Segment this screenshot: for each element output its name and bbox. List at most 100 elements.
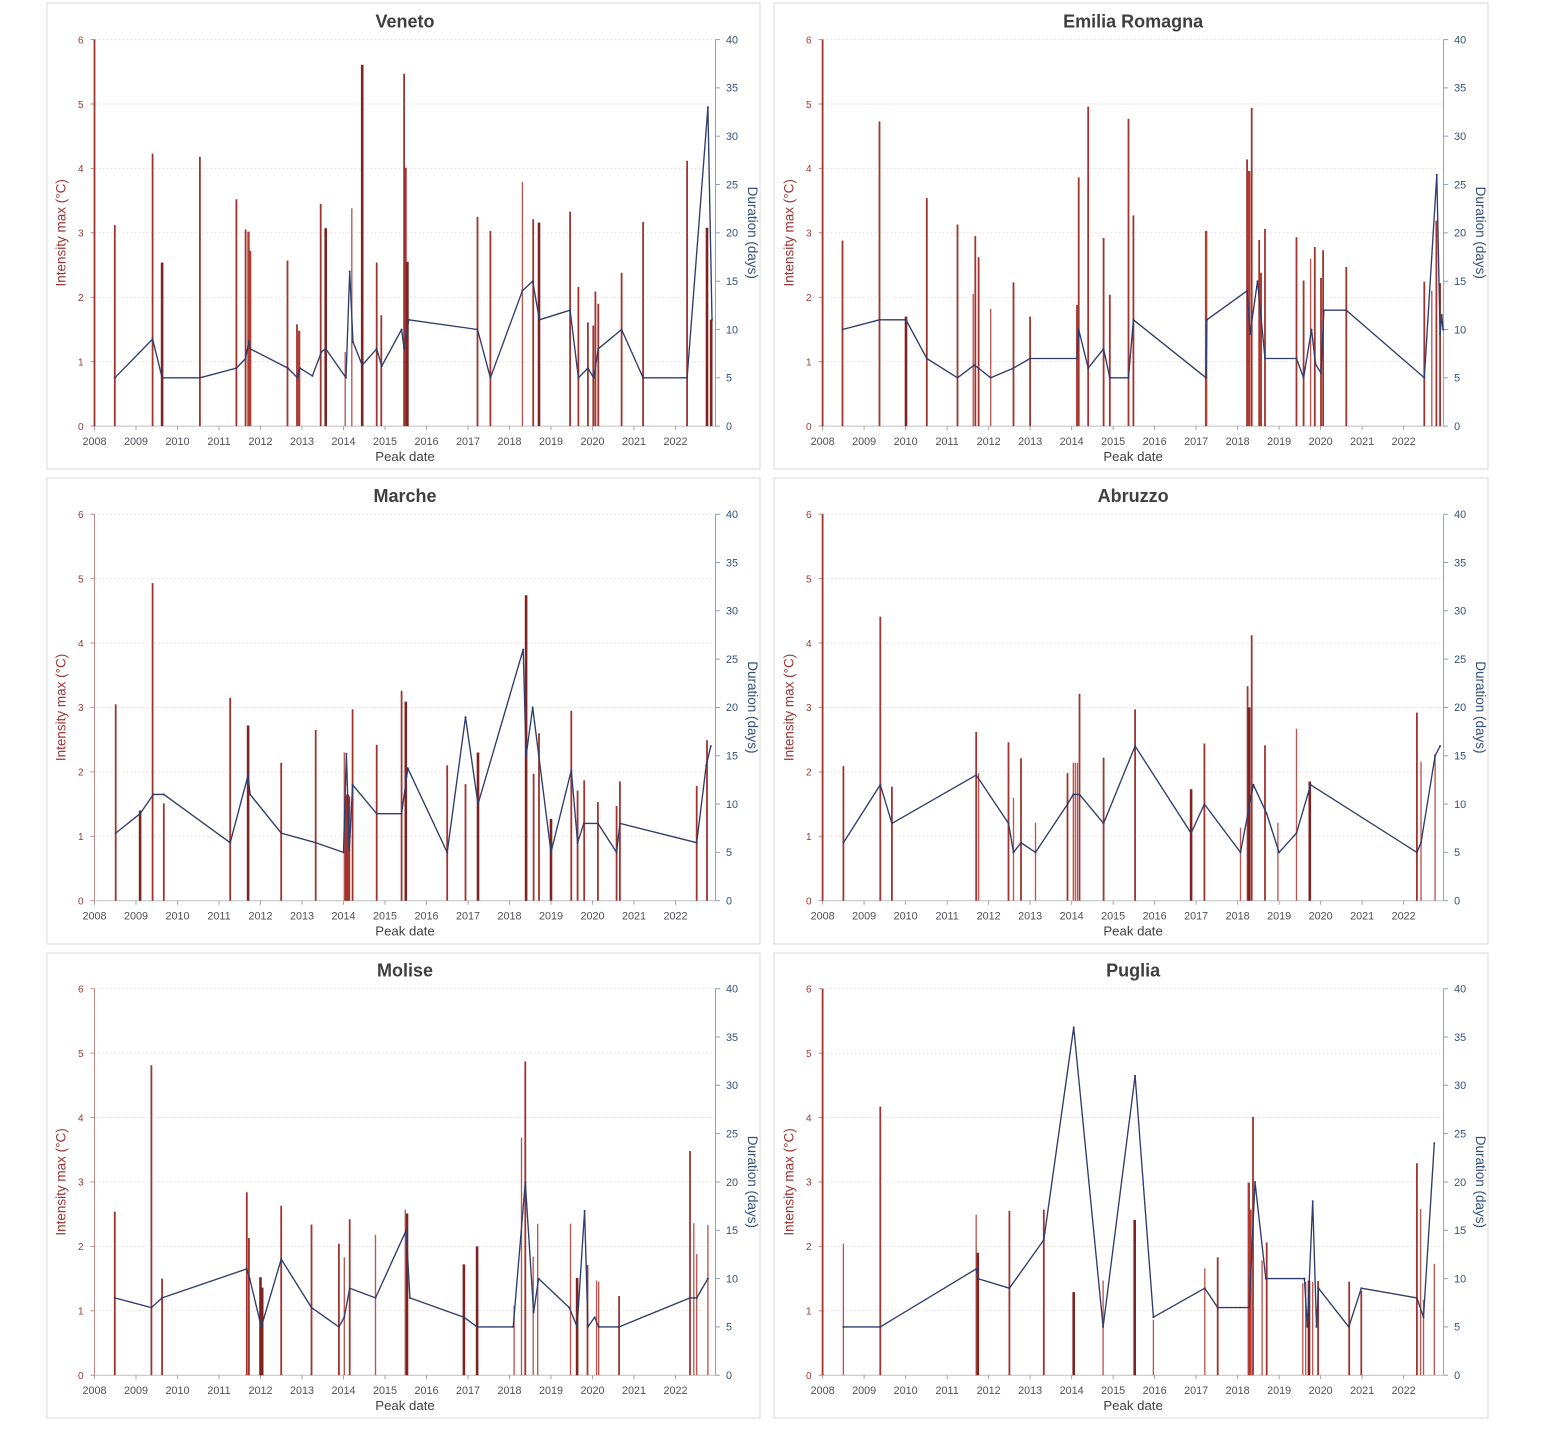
svg-text:2010: 2010 xyxy=(165,1385,189,1397)
svg-text:35: 35 xyxy=(1454,557,1466,569)
svg-text:3: 3 xyxy=(806,1178,812,1189)
svg-text:2: 2 xyxy=(78,1242,84,1253)
svg-text:Puglia: Puglia xyxy=(1106,961,1161,981)
svg-text:5: 5 xyxy=(78,574,84,585)
svg-text:5: 5 xyxy=(1454,373,1460,385)
svg-text:2016: 2016 xyxy=(414,1385,438,1397)
svg-text:20: 20 xyxy=(726,228,738,240)
svg-text:2011: 2011 xyxy=(935,436,958,448)
svg-text:2018: 2018 xyxy=(1226,1385,1250,1397)
svg-text:Intensity max (°C): Intensity max (°C) xyxy=(782,1128,797,1235)
svg-text:2017: 2017 xyxy=(1184,911,1208,923)
svg-text:Intensity max (°C): Intensity max (°C) xyxy=(54,179,69,286)
svg-text:2009: 2009 xyxy=(124,1385,148,1397)
svg-text:Peak date: Peak date xyxy=(375,1398,434,1413)
svg-text:2017: 2017 xyxy=(456,911,480,923)
svg-text:2021: 2021 xyxy=(622,1385,646,1397)
svg-text:25: 25 xyxy=(726,1128,738,1140)
svg-text:4: 4 xyxy=(806,639,812,650)
svg-text:40: 40 xyxy=(1454,984,1466,996)
svg-text:2016: 2016 xyxy=(1143,911,1167,923)
svg-text:5: 5 xyxy=(806,574,812,585)
svg-text:3: 3 xyxy=(806,229,812,240)
svg-text:2009: 2009 xyxy=(852,1385,876,1397)
svg-text:2011: 2011 xyxy=(935,911,958,923)
svg-text:2014: 2014 xyxy=(331,1385,355,1397)
svg-text:25: 25 xyxy=(726,179,738,191)
svg-text:2014: 2014 xyxy=(1060,436,1084,448)
svg-text:30: 30 xyxy=(1454,131,1466,143)
svg-text:2013: 2013 xyxy=(1018,911,1042,923)
svg-text:2019: 2019 xyxy=(539,1385,563,1397)
svg-text:2010: 2010 xyxy=(165,911,189,923)
svg-text:2008: 2008 xyxy=(82,436,106,448)
svg-text:2: 2 xyxy=(806,768,812,779)
svg-text:35: 35 xyxy=(726,83,738,95)
svg-text:2010: 2010 xyxy=(165,436,189,448)
svg-text:40: 40 xyxy=(1454,509,1466,521)
svg-text:2012: 2012 xyxy=(248,911,272,923)
svg-text:15: 15 xyxy=(1454,1225,1466,1237)
svg-text:2020: 2020 xyxy=(1309,911,1333,923)
svg-text:4: 4 xyxy=(78,639,84,650)
svg-text:Peak date: Peak date xyxy=(1103,924,1162,939)
svg-text:2017: 2017 xyxy=(456,436,480,448)
svg-text:2012: 2012 xyxy=(248,1385,272,1397)
svg-text:2013: 2013 xyxy=(1018,436,1042,448)
svg-text:0: 0 xyxy=(78,1371,84,1382)
svg-text:0: 0 xyxy=(726,421,732,433)
svg-text:2008: 2008 xyxy=(811,436,835,448)
svg-text:2011: 2011 xyxy=(207,1385,230,1397)
svg-text:6: 6 xyxy=(78,985,84,996)
svg-text:15: 15 xyxy=(1454,276,1466,288)
svg-text:2013: 2013 xyxy=(1018,1385,1042,1397)
svg-text:2018: 2018 xyxy=(497,911,521,923)
svg-text:1: 1 xyxy=(806,1307,812,1318)
svg-text:15: 15 xyxy=(726,751,738,763)
svg-text:15: 15 xyxy=(726,1225,738,1237)
svg-text:0: 0 xyxy=(806,897,812,908)
svg-text:2021: 2021 xyxy=(622,911,646,923)
svg-text:5: 5 xyxy=(1454,847,1460,859)
svg-text:2009: 2009 xyxy=(852,436,876,448)
svg-text:2012: 2012 xyxy=(977,1385,1001,1397)
svg-text:2016: 2016 xyxy=(414,436,438,448)
svg-text:25: 25 xyxy=(1454,1128,1466,1140)
svg-text:3: 3 xyxy=(78,1178,84,1189)
svg-text:Intensity max (°C): Intensity max (°C) xyxy=(782,179,797,286)
svg-text:40: 40 xyxy=(726,984,738,996)
svg-text:40: 40 xyxy=(726,509,738,521)
svg-text:2022: 2022 xyxy=(1392,1385,1416,1397)
svg-text:2014: 2014 xyxy=(331,911,355,923)
svg-text:2020: 2020 xyxy=(580,911,604,923)
svg-text:5: 5 xyxy=(726,847,732,859)
svg-text:2021: 2021 xyxy=(1350,436,1374,448)
svg-text:Duration (days): Duration (days) xyxy=(1473,187,1488,279)
svg-text:0: 0 xyxy=(1454,421,1460,433)
svg-text:20: 20 xyxy=(1454,228,1466,240)
svg-text:10: 10 xyxy=(1454,799,1466,811)
svg-text:1: 1 xyxy=(806,832,812,843)
svg-text:Peak date: Peak date xyxy=(1103,449,1162,464)
svg-text:1: 1 xyxy=(78,358,84,369)
svg-text:2018: 2018 xyxy=(1226,911,1250,923)
svg-text:2018: 2018 xyxy=(497,436,521,448)
svg-text:4: 4 xyxy=(78,164,84,175)
svg-text:2020: 2020 xyxy=(1309,1385,1333,1397)
svg-text:4: 4 xyxy=(806,1113,812,1124)
svg-text:6: 6 xyxy=(78,510,84,521)
svg-text:2011: 2011 xyxy=(207,436,230,448)
svg-text:2019: 2019 xyxy=(1267,436,1291,448)
svg-text:2009: 2009 xyxy=(124,436,148,448)
svg-text:5: 5 xyxy=(806,100,812,111)
svg-text:2021: 2021 xyxy=(1350,1385,1374,1397)
svg-text:2009: 2009 xyxy=(852,911,876,923)
svg-text:2018: 2018 xyxy=(497,1385,521,1397)
svg-text:10: 10 xyxy=(726,1273,738,1285)
svg-text:2013: 2013 xyxy=(290,436,314,448)
svg-text:30: 30 xyxy=(726,1080,738,1092)
svg-text:2020: 2020 xyxy=(1309,436,1333,448)
svg-text:1: 1 xyxy=(78,1307,84,1318)
svg-text:2022: 2022 xyxy=(1392,436,1416,448)
svg-text:30: 30 xyxy=(1454,1080,1466,1092)
